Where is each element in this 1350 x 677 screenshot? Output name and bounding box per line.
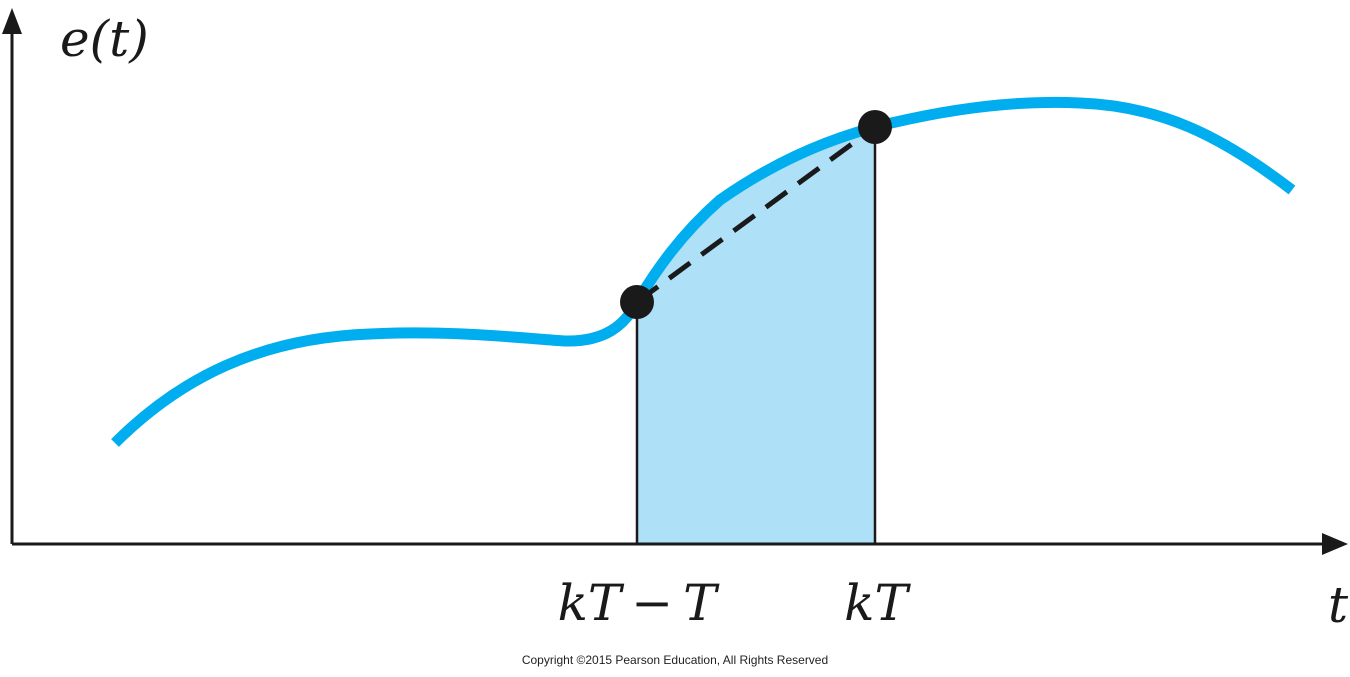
y-axis-arrowhead — [2, 8, 22, 34]
copyright-notice: Copyright ©2015 Pearson Education, All R… — [0, 653, 1350, 667]
y-axis-label: e(t) — [60, 10, 149, 68]
x-axis-arrowhead — [1322, 533, 1348, 555]
x-axis-label: t — [1328, 576, 1349, 634]
tick-label-kT: kT — [844, 574, 911, 632]
sample-point-kT — [858, 110, 892, 144]
tick-label-kT-minus-T: kT − T — [558, 574, 721, 632]
sample-point-kT-minus-T — [620, 285, 654, 319]
integration-area — [637, 127, 875, 544]
